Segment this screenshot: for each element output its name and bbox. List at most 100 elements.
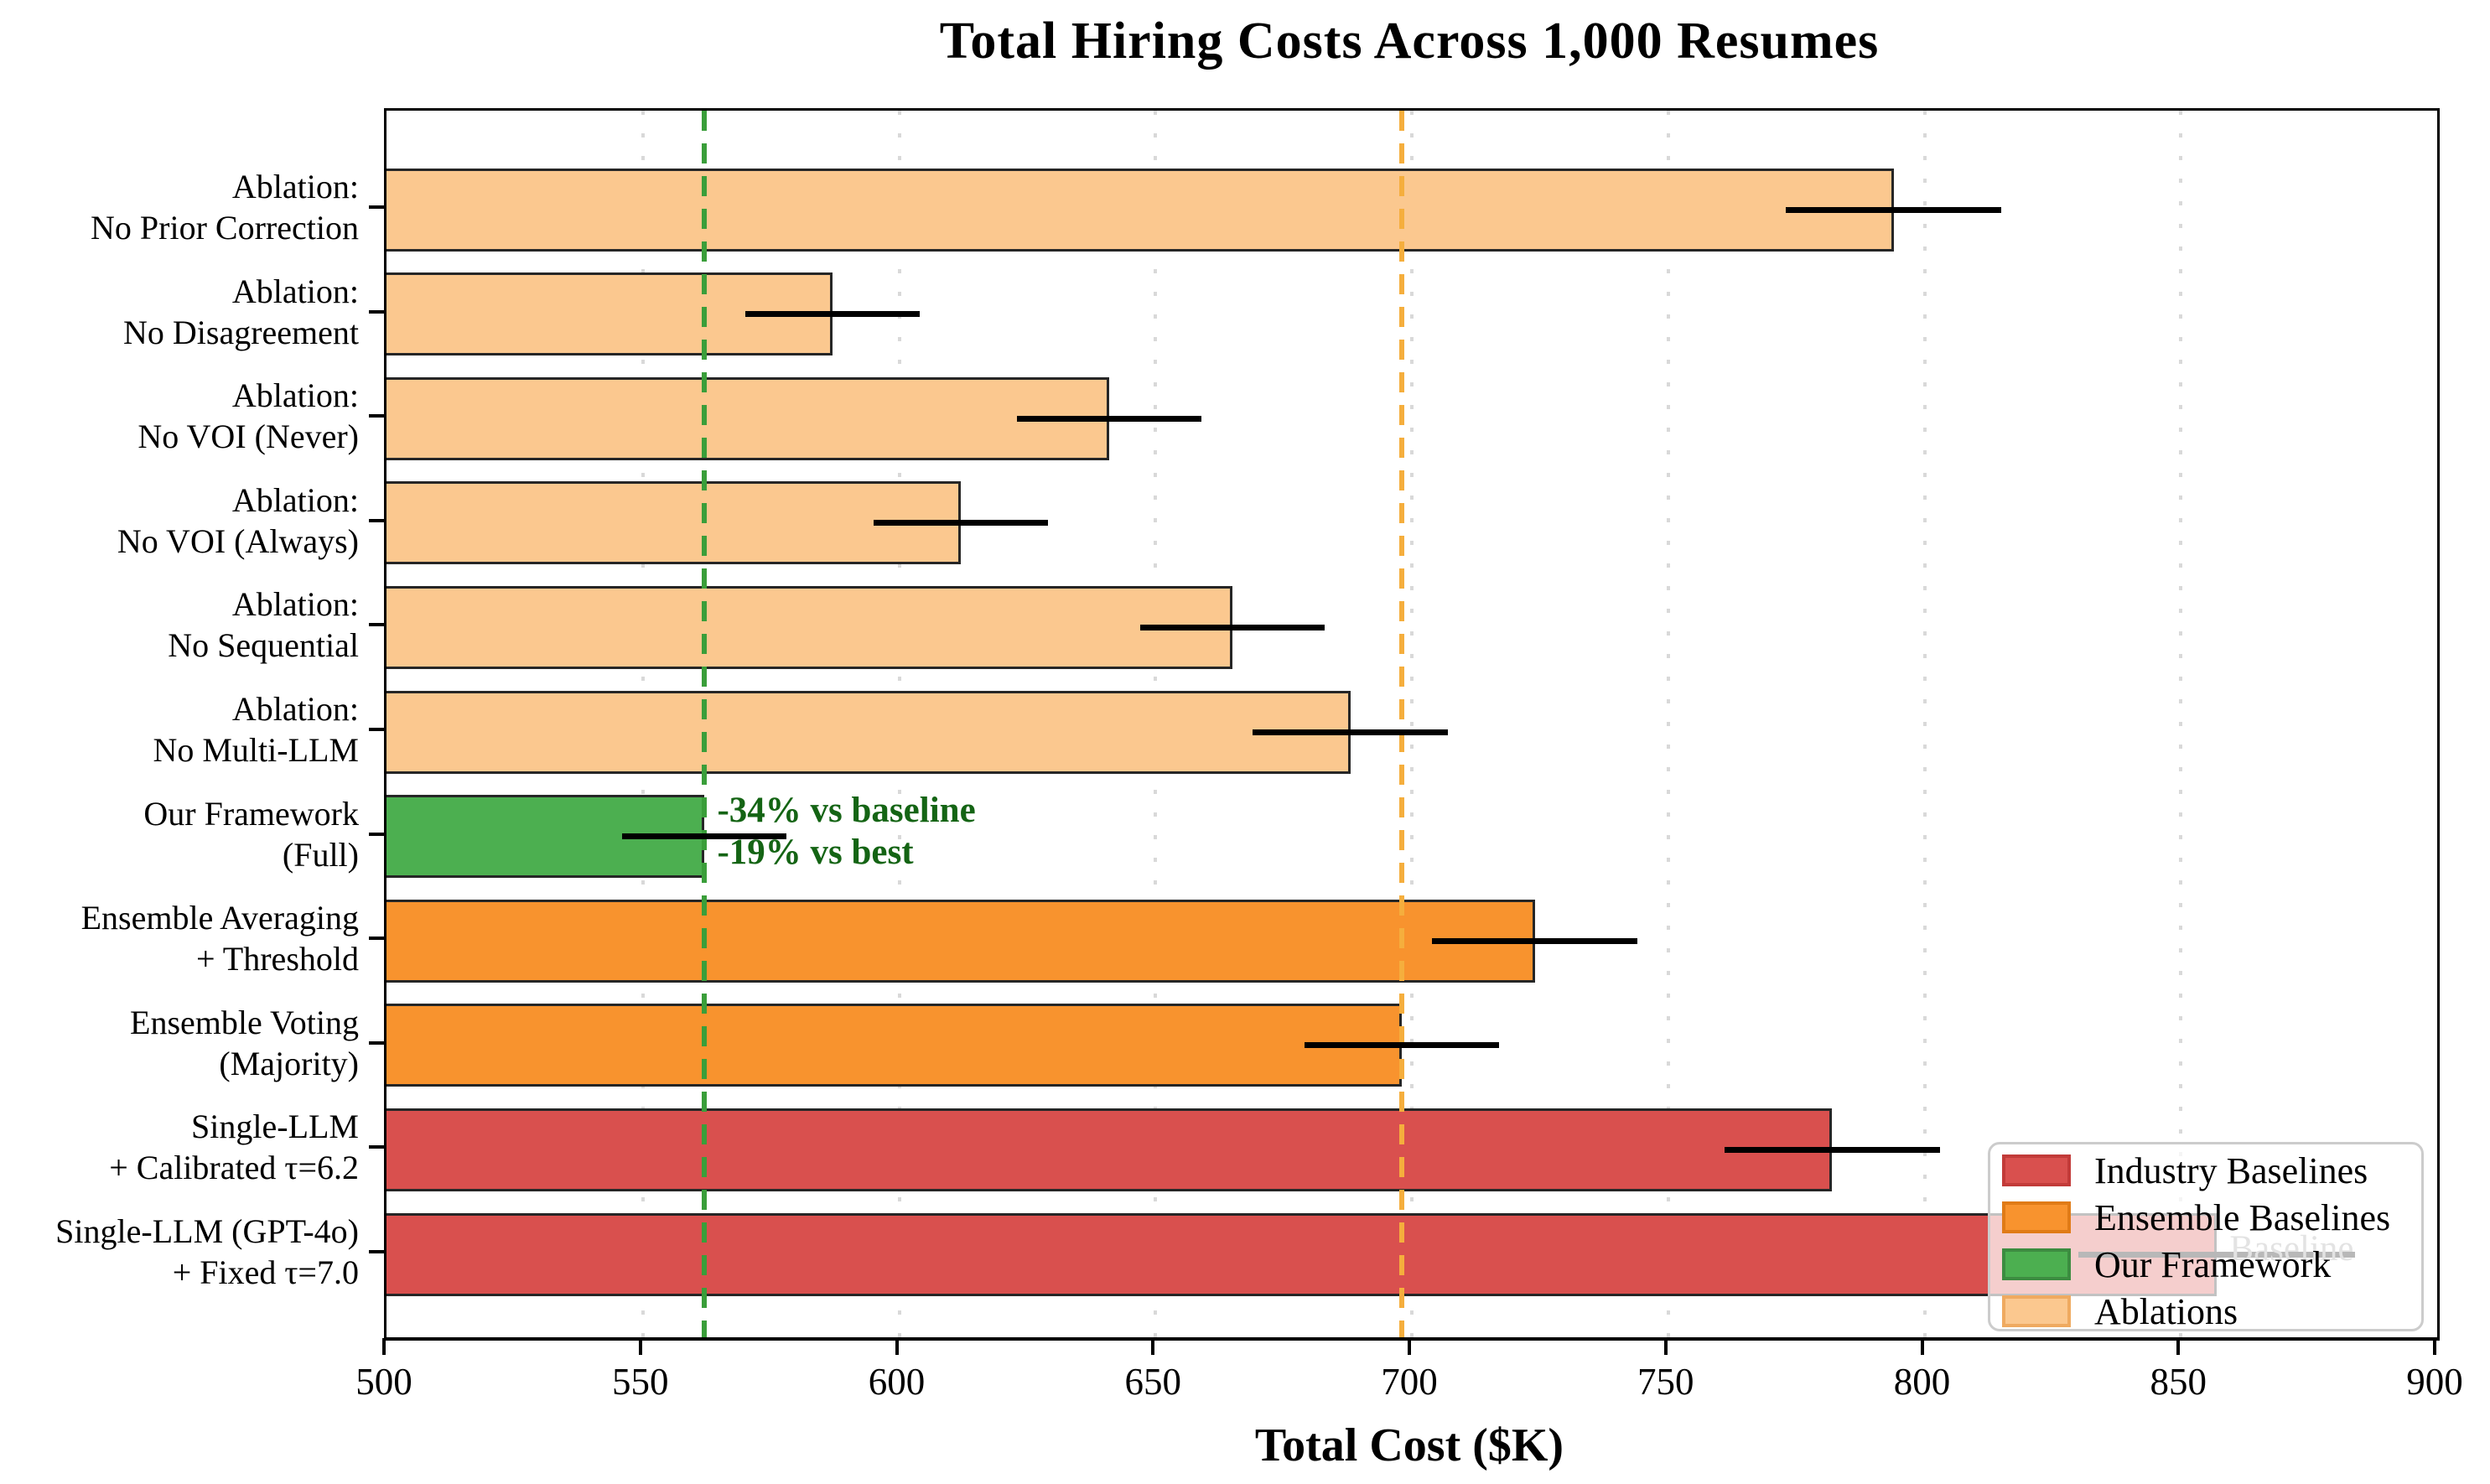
y-axis-tick xyxy=(369,309,384,314)
legend-label: Ablations xyxy=(2094,1291,2238,1332)
y-axis-tick xyxy=(369,728,384,731)
grid-line xyxy=(2179,111,2183,1337)
category-label-line: Single-LLM (GPT-4o) xyxy=(55,1212,359,1250)
bar-ablation xyxy=(386,168,1894,252)
y-axis-tick xyxy=(369,623,384,627)
category-label-line: Ablation: xyxy=(231,480,359,519)
reference-line-our-framework-cost xyxy=(702,111,708,1337)
legend-label: Industry Baselines xyxy=(2094,1150,2368,1191)
category-label-line: No Prior Correction xyxy=(91,209,359,246)
legend-item: Industry Baselines xyxy=(1990,1148,2421,1195)
grid-line xyxy=(1410,111,1414,1337)
category-label-line: Ablation: xyxy=(231,168,359,205)
reference-line-best-baseline-cost xyxy=(1398,111,1404,1337)
category-label: Ensemble Averaging + Threshold xyxy=(23,897,359,979)
category-label: Ensemble Voting (Majority) xyxy=(23,1002,359,1084)
x-axis-tick xyxy=(1920,1338,1924,1355)
category-label: Single-LLM + Calibrated τ=6.2 xyxy=(23,1106,359,1188)
error-bar xyxy=(1432,937,1638,944)
bar-ensemble xyxy=(386,1004,1402,1087)
legend-item: Ensemble Baselines xyxy=(1990,1195,2421,1242)
legend-item: Ablations xyxy=(1990,1289,2421,1336)
error-bar xyxy=(1786,206,2002,213)
category-label-line: + Calibrated τ=6.2 xyxy=(109,1149,359,1187)
category-label-line: No Multi-LLM xyxy=(153,731,359,769)
category-label-line: (Majority) xyxy=(219,1044,359,1082)
legend-swatch-ensemble-baselines xyxy=(2002,1201,2071,1233)
x-axis-tick-label: 750 xyxy=(1637,1361,1694,1403)
category-label-line: + Fixed τ=7.0 xyxy=(172,1253,359,1291)
category-label-line: (Full) xyxy=(282,835,359,874)
bar-ablation xyxy=(386,376,1110,460)
category-label-line: Ablation: xyxy=(231,272,359,310)
legend-swatch-industry-baselines xyxy=(2002,1155,2071,1186)
error-bar xyxy=(1017,415,1202,422)
legend-swatch-our-framework xyxy=(2002,1248,2071,1280)
x-axis-label: Total Cost ($K) xyxy=(1254,1419,1564,1471)
y-axis-tick xyxy=(369,205,384,209)
y-axis-tick xyxy=(369,1145,384,1149)
error-bar xyxy=(873,520,1048,527)
bar-industry xyxy=(386,1108,1833,1191)
error-bar xyxy=(1253,729,1448,735)
chart-title: Total Hiring Costs Across 1,000 Resumes xyxy=(939,13,1880,70)
x-axis-tick-label: 850 xyxy=(2150,1361,2207,1403)
x-axis-tick-label: 650 xyxy=(1124,1361,1182,1403)
category-label-line: No VOI (Always) xyxy=(117,521,359,560)
x-axis-tick xyxy=(382,1338,386,1355)
error-bar xyxy=(622,833,786,840)
category-label-line: Ensemble Averaging xyxy=(80,899,359,937)
error-bar xyxy=(745,311,920,318)
y-axis-tick xyxy=(369,937,384,941)
category-label-line: Ablation: xyxy=(231,690,359,728)
category-label: Our Framework (Full) xyxy=(23,793,359,875)
category-label: Ablation: No VOI (Always) xyxy=(23,480,359,562)
error-bar xyxy=(1725,1146,1940,1153)
y-axis-tick xyxy=(369,1040,384,1045)
legend-label: Our Framework xyxy=(2094,1244,2332,1285)
x-axis-tick-label: 500 xyxy=(355,1361,412,1403)
category-label-line: Ablation: xyxy=(231,585,359,624)
grid-line xyxy=(1666,111,1670,1337)
legend: Industry Baselines Ensemble Baselines Our … xyxy=(1988,1142,2424,1332)
y-axis-tick xyxy=(369,518,384,522)
y-axis-tick xyxy=(369,1250,384,1253)
x-axis-tick xyxy=(2433,1338,2436,1355)
x-axis-tick-label: 800 xyxy=(1893,1361,1951,1403)
plot-area xyxy=(384,108,2440,1341)
x-axis-tick xyxy=(638,1338,642,1355)
y-axis-tick xyxy=(369,414,384,418)
category-label-line: Ablation: xyxy=(231,376,359,415)
grid-line xyxy=(1922,111,1927,1337)
category-label-line: + Threshold xyxy=(195,940,359,978)
x-axis-tick xyxy=(1663,1338,1668,1355)
legend-label: Ensemble Baselines xyxy=(2094,1197,2391,1238)
x-axis-tick xyxy=(895,1338,899,1355)
x-axis-tick-label: 700 xyxy=(1381,1361,1438,1403)
y-axis-tick xyxy=(369,832,384,836)
category-label: Ablation: No Multi-LLM xyxy=(23,688,359,771)
bar-industry xyxy=(386,1212,2218,1296)
x-axis-tick-label: 550 xyxy=(612,1361,669,1403)
x-axis-tick xyxy=(1408,1338,1411,1355)
legend-swatch-ablations xyxy=(2002,1295,2071,1327)
category-label: Ablation: No Prior Correction xyxy=(23,166,359,248)
bar-ablation xyxy=(386,690,1351,774)
category-label-line: Single-LLM xyxy=(191,1108,359,1146)
category-label-line: Our Framework xyxy=(143,794,359,833)
bar-ablation xyxy=(386,481,961,565)
category-label-line: No VOI (Never) xyxy=(137,418,359,456)
category-label: Ablation: No VOI (Never) xyxy=(23,375,359,457)
category-label: Ablation: No Sequential xyxy=(23,584,359,666)
x-axis-tick xyxy=(1151,1338,1155,1355)
category-label: Ablation: No Disagreement xyxy=(23,271,359,353)
error-bar xyxy=(1304,1042,1499,1049)
category-label-line: No Sequential xyxy=(168,626,359,665)
annotation-framework-savings: -34% vs baseline -19% vs best xyxy=(717,790,976,872)
bar-ablation xyxy=(386,585,1232,669)
category-label-line: Ensemble Voting xyxy=(130,1003,359,1041)
category-label-line: No Disagreement xyxy=(122,313,359,351)
legend-item: Our Framework xyxy=(1990,1242,2421,1289)
x-axis-tick-label: 900 xyxy=(2406,1361,2463,1403)
